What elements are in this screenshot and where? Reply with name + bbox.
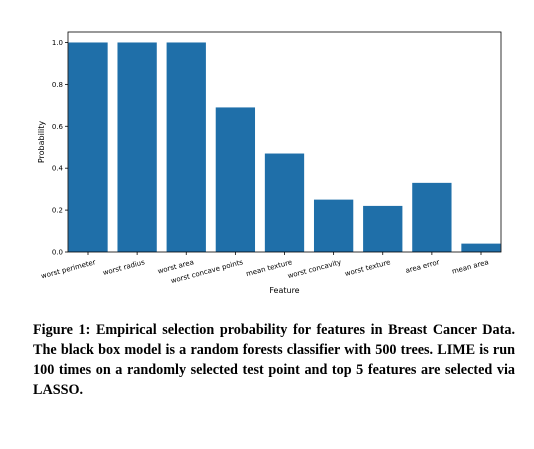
y-tick-label: 0.8 — [52, 81, 63, 89]
figure-caption: Figure 1: Empirical selection probabilit… — [33, 322, 515, 398]
bar-area-error — [412, 182, 452, 252]
bar-chart: 0.0 0.2 0.4 0.6 0.8 1.0 worst perimeter worst … — [37, 31, 502, 295]
bar-mean-area — [461, 243, 501, 252]
y-tick-label: 0.0 — [52, 249, 63, 257]
x-axis-label: Feature — [269, 286, 299, 295]
x-tick-label: worst concavity — [287, 258, 342, 280]
y-axis: 0.0 0.2 0.4 0.6 0.8 1.0 — [52, 39, 68, 257]
y-tick-label: 0.4 — [52, 165, 64, 173]
y-axis-label: Probability — [37, 121, 46, 164]
x-axis: worst perimeter worst radius worst areawor… — [40, 252, 490, 285]
bar-worst-radius — [117, 42, 157, 252]
x-tick-label: mean texture — [245, 258, 293, 278]
y-tick-label: 1.0 — [52, 39, 63, 47]
bar-worst-concavity — [313, 199, 354, 252]
x-tick-label: area error — [405, 258, 441, 275]
y-tick-label: 0.2 — [52, 207, 63, 215]
bar-mean-texture — [264, 153, 305, 252]
bar-worst-area — [166, 42, 206, 252]
x-tick-label: worst radius — [102, 258, 146, 277]
bar-worst-texture — [363, 205, 403, 252]
y-tick-label: 0.6 — [52, 123, 64, 131]
bar-worst-perimeter — [68, 42, 108, 252]
plot-area — [68, 42, 501, 252]
x-tick-label: worst perimeter — [40, 258, 96, 280]
x-tick-label: mean area — [451, 258, 489, 275]
bar-worst-concave-points — [215, 107, 256, 252]
x-tick-label: worst texture — [344, 258, 391, 278]
